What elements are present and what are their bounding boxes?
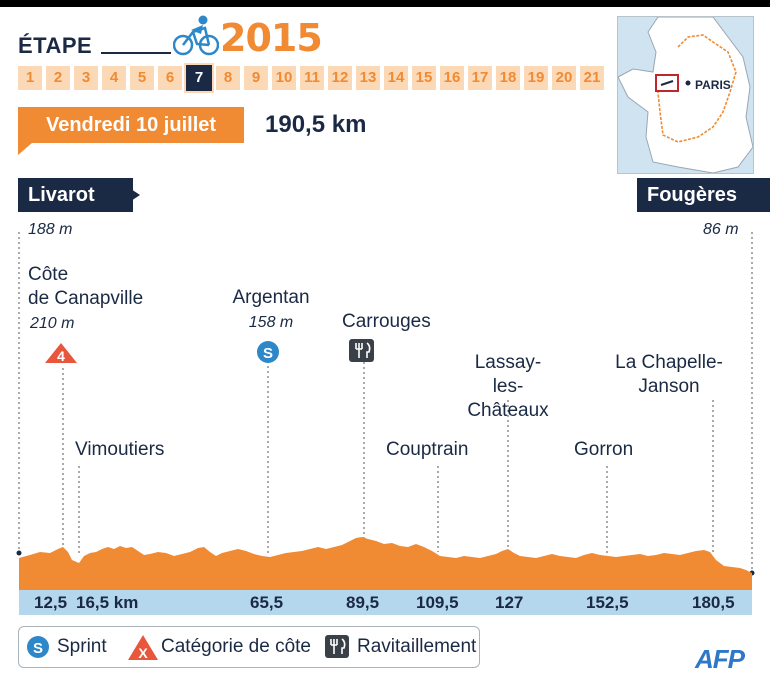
legend-climb-label: Catégorie de côte — [161, 636, 311, 657]
stage-11[interactable]: 11 — [300, 66, 324, 90]
year-label: 2015 — [220, 16, 323, 60]
place-argentan: Argentan 158 m — [227, 286, 315, 336]
climb-category-number: 4 — [57, 348, 65, 364]
start-arrow-icon — [122, 183, 140, 207]
stage-14[interactable]: 14 — [384, 66, 408, 90]
afp-logo: AFP — [695, 644, 745, 674]
place-carrouges: Carrouges — [342, 311, 431, 332]
elevation-area — [19, 537, 752, 590]
legend-sprint-letter: S — [33, 640, 43, 657]
stage-distance: 190,5 km — [265, 111, 367, 138]
start-altitude: 188 m — [28, 221, 73, 238]
stage-2[interactable]: 2 — [46, 66, 70, 90]
top-bar — [0, 0, 770, 7]
lassay-line2: les-Châteaux — [467, 376, 549, 421]
stage-7-active[interactable]: 7 — [184, 63, 214, 93]
place-vimoutiers: Vimoutiers — [75, 439, 165, 460]
place-gorron: Gorron — [574, 439, 634, 460]
legend-feed-label: Ravitaillement — [357, 636, 477, 657]
paris-label: PARIS — [695, 78, 731, 92]
argentan-name: Argentan — [232, 287, 310, 308]
canapville-altitude: 210 m — [30, 315, 75, 332]
legend-climb-letter: X — [138, 645, 148, 661]
legend-sprint-icon: S — [27, 636, 49, 658]
km-canapville: 12,5 — [34, 593, 68, 612]
finish-city: Fougères — [637, 178, 770, 212]
start-dot — [16, 550, 22, 556]
legend-feed-icon — [325, 635, 349, 658]
sprint-icon-letter: S — [263, 345, 273, 362]
stage-18[interactable]: 18 — [496, 66, 520, 90]
place-canapville: Côte de Canapville 210 m — [28, 263, 143, 337]
argentan-altitude: 158 m — [248, 314, 294, 331]
stage-20[interactable]: 20 — [552, 66, 576, 90]
start-city: Livarot — [18, 178, 133, 212]
km-argentan: 65,5 — [250, 593, 284, 612]
france-map: PARIS — [617, 16, 754, 174]
canapville-line1: Côte — [28, 264, 69, 285]
km-chapelle: 180,5 — [692, 593, 735, 612]
climb-category-icon — [45, 343, 77, 363]
stage-12[interactable]: 12 — [328, 66, 352, 90]
legend: S Sprint X Catégorie de côte Ravitaillem… — [18, 626, 480, 668]
stage-19[interactable]: 19 — [524, 66, 548, 90]
km-couptrain: 109,5 — [416, 593, 459, 612]
canapville-line2: de Canapville — [28, 288, 144, 309]
stage-21[interactable]: 21 — [580, 66, 604, 90]
km-lassay: 127 — [495, 593, 524, 612]
stage-9[interactable]: 9 — [244, 66, 268, 90]
stage-8[interactable]: 8 — [216, 66, 240, 90]
stage-6[interactable]: 6 — [158, 66, 182, 90]
km-carrouges: 89,5 — [346, 593, 380, 612]
stage-5[interactable]: 5 — [130, 66, 154, 90]
stage-17[interactable]: 17 — [468, 66, 492, 90]
chapelle-line2: Janson — [638, 376, 700, 397]
etape-label: ÉTAPE — [18, 33, 93, 58]
stage-15[interactable]: 15 — [412, 66, 436, 90]
stage-date: Vendredi 10 juillet — [18, 107, 244, 143]
etape-underline — [101, 52, 171, 54]
legend-sprint-label: Sprint — [57, 636, 107, 657]
sprint-icon — [257, 341, 279, 363]
km-bar — [19, 590, 752, 615]
stage-4[interactable]: 4 — [102, 66, 126, 90]
place-lassay: Lassay- les-Châteaux — [461, 351, 555, 423]
stage-13[interactable]: 13 — [356, 66, 380, 90]
stage-3[interactable]: 3 — [74, 66, 98, 90]
km-vimoutiers: 16,5 km — [76, 593, 139, 612]
place-couptrain: Couptrain — [386, 439, 469, 460]
cyclist-icon — [173, 15, 219, 56]
legend-climb-icon: X — [128, 635, 158, 661]
stage-1[interactable]: 1 — [18, 66, 42, 90]
chapelle-line1: La Chapelle- — [615, 352, 723, 373]
stage-16[interactable]: 16 — [440, 66, 464, 90]
stage-10[interactable]: 10 — [272, 66, 296, 90]
stage-selector: 1 2 3 4 5 6 7 8 9 10 11 12 13 14 15 16 1… — [18, 63, 604, 93]
date-tail — [18, 143, 32, 155]
feed-station-icon — [349, 339, 374, 362]
france-map-graphic: PARIS — [618, 17, 753, 173]
km-gorron: 152,5 — [586, 593, 629, 612]
finish-altitude: 86 m — [703, 221, 739, 238]
lassay-line1: Lassay- — [474, 352, 542, 373]
place-chapelle: La Chapelle- Janson — [608, 351, 730, 399]
